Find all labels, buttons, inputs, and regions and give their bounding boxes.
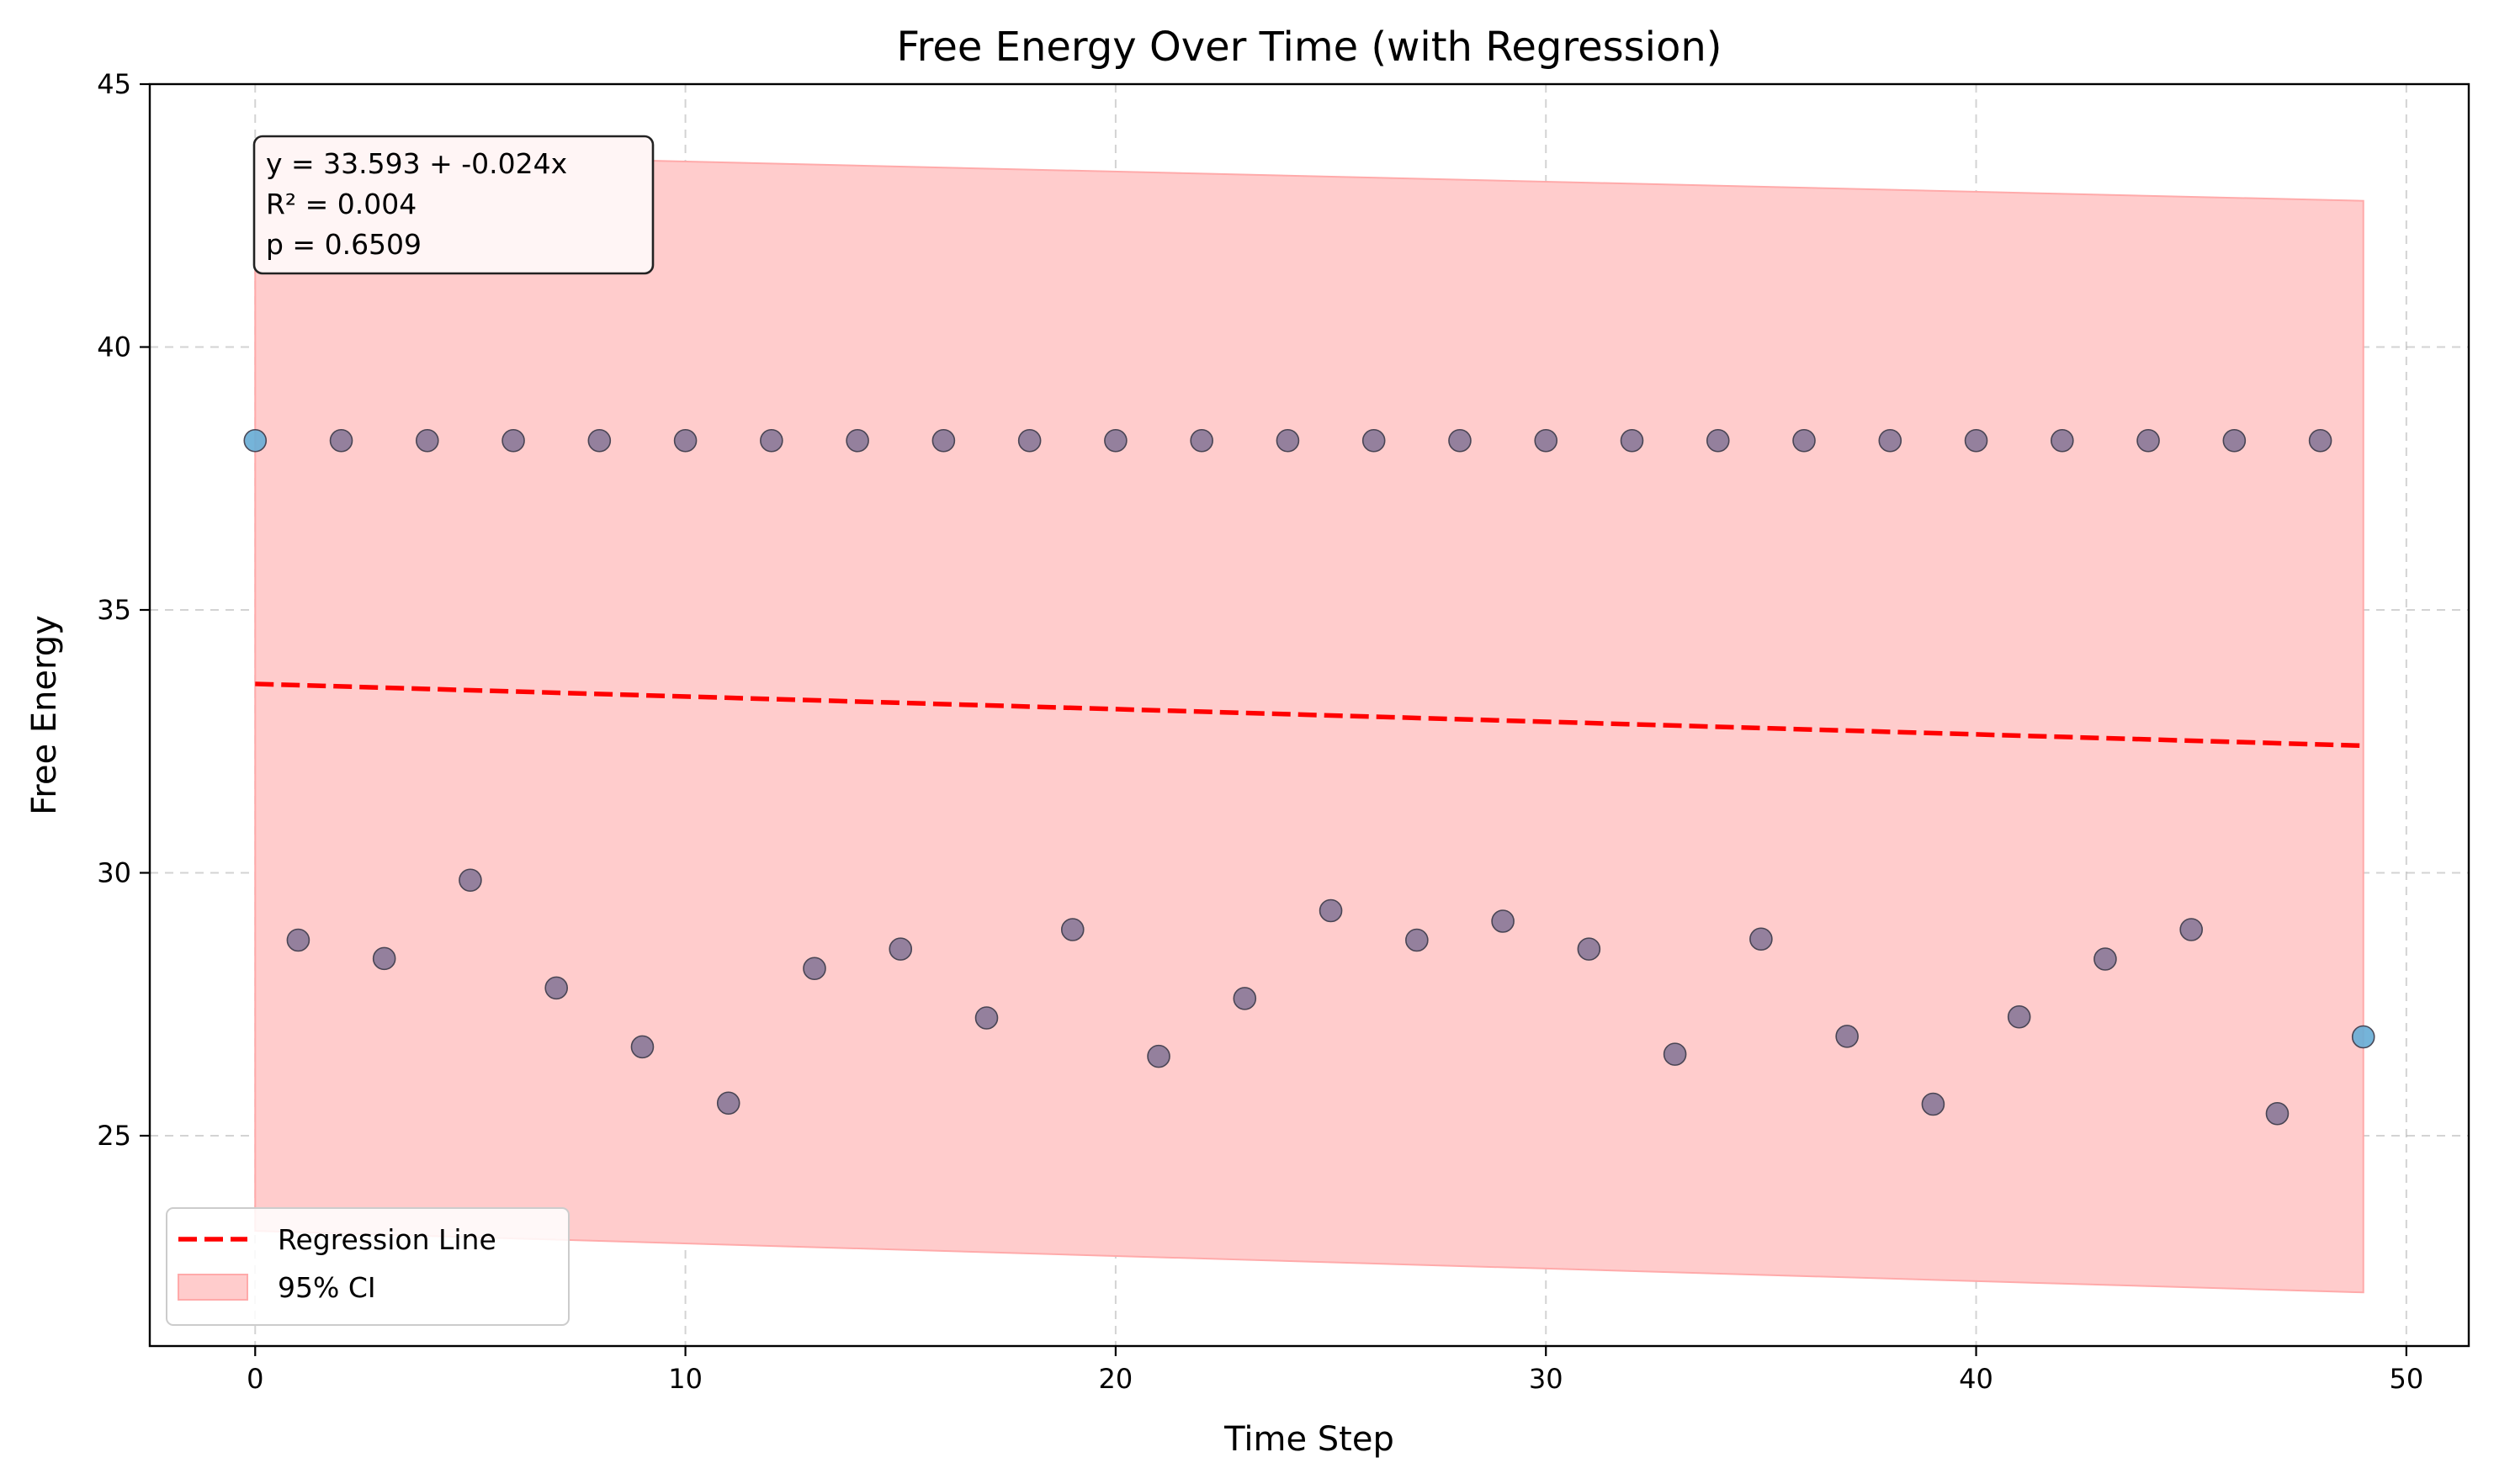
data-point [846,428,869,453]
regression-line [255,681,2364,749]
data-point [1577,937,1601,961]
scatter-points [243,428,2375,1126]
annotation-line: R² = 0.004 [266,188,417,220]
data-point [2093,947,2117,971]
data-point [1534,428,1558,453]
data-point [1104,428,1128,453]
data-point [372,946,396,971]
data-point [1835,1025,1859,1048]
data-point [286,928,310,952]
data-point [1620,428,1644,453]
data-point [2265,1101,2290,1126]
y-tick-label: 40 [97,331,131,363]
legend: Regression Line 95% CI [166,1207,570,1326]
x-tick-label: 40 [1959,1363,1993,1395]
chart-title: Free Energy Over Time (with Regression) [897,24,1722,71]
data-point [1233,987,1257,1010]
y-tick-label: 35 [97,594,131,626]
data-point [544,976,568,1000]
data-point [2136,428,2160,453]
legend-box [166,1207,570,1326]
regression-layer [255,681,2364,749]
data-point [2308,428,2332,453]
data-point [1017,428,1042,453]
legend-ci-label: 95% CI [278,1271,376,1304]
data-point [630,1035,655,1059]
annotation-line: p = 0.6509 [266,228,422,261]
y-tick-label: 45 [97,68,131,100]
data-point [1792,428,1816,453]
data-point [889,937,913,961]
x-tick-label: 0 [247,1363,263,1395]
data-point [1749,927,1773,951]
data-point [673,428,698,453]
data-point [1921,1092,1945,1116]
regression-annotation: y = 33.593 + -0.024x R² = 0.004 p = 0.6509 [252,135,655,275]
data-point [1060,918,1085,941]
data-point [459,868,482,893]
data-point [1190,428,1213,453]
data-point [1361,428,1386,453]
data-point [931,428,956,453]
data-point [1319,898,1343,923]
data-point [2222,428,2247,453]
data-point [1276,428,1300,453]
data-point [1706,428,1730,453]
plot-frame [148,82,2470,1348]
data-point [1964,428,1988,453]
data-point [2007,1004,2031,1029]
data-point [803,957,826,981]
y-axis-label: Free Energy [25,615,64,815]
x-tick-label: 50 [2389,1363,2423,1395]
y-tick-label: 25 [97,1120,131,1152]
data-point [2179,918,2204,941]
data-point [415,428,439,453]
data-point [760,428,783,453]
x-tick-label: 30 [1529,1363,1563,1395]
x-tick-label: 10 [668,1363,703,1395]
data-point [501,428,525,453]
data-point [2051,428,2074,453]
annotation-line: y = 33.593 + -0.024x [266,147,567,180]
data-point [974,1006,999,1030]
data-point [1663,1042,1687,1066]
data-point [1147,1044,1170,1068]
data-point [243,428,268,453]
x-tick-label: 20 [1099,1363,1133,1395]
data-point [1491,909,1515,933]
data-point [1448,428,1472,453]
legend-ci-swatch [178,1274,248,1301]
data-point [587,428,612,453]
data-point [2351,1025,2375,1049]
y-tick-label: 30 [97,857,131,889]
legend-regression-label: Regression Line [278,1223,496,1256]
data-point [329,428,353,453]
axes: 0 10 20 30 40 50 25 30 35 40 45 [97,68,2470,1395]
annotation-box [252,135,655,275]
data-point [1405,928,1429,952]
data-point [1878,428,1902,453]
confidence-band-layer [254,150,2364,1294]
confidence-band [254,150,2364,1294]
data-point [716,1091,740,1116]
x-axis-label: Time Step [1223,1420,1394,1459]
